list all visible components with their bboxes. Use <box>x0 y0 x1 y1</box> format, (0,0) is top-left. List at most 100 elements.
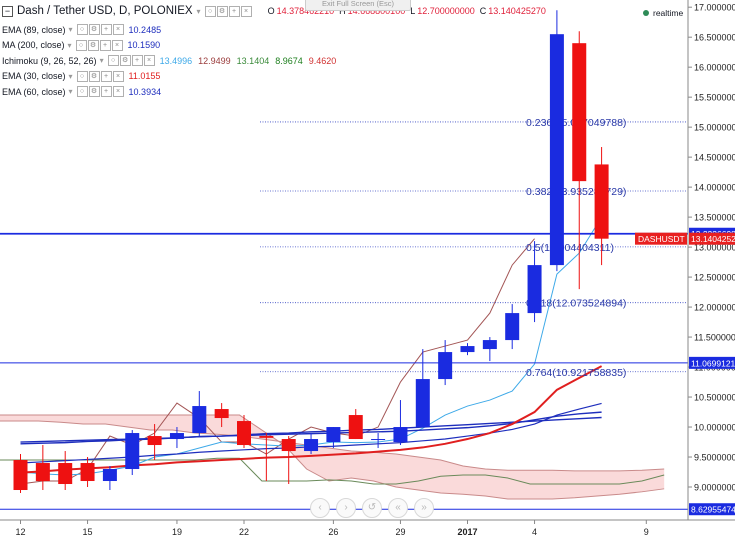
indicator-row[interactable]: EMA (89, close) ▾ ○ ⚙ + × 10.2485 <box>2 22 167 37</box>
candle-up <box>371 439 386 441</box>
indicator-name: MA (200, close) <box>2 40 65 50</box>
price-tick-label: 12.0000000 <box>694 303 735 313</box>
date-tick-label: 19 <box>172 527 182 537</box>
indicator-value: 9.4620 <box>308 55 337 66</box>
candle-up <box>482 340 497 350</box>
date-tick-label: 29 <box>395 527 405 537</box>
reset-icon[interactable]: ↺ <box>362 498 382 518</box>
realtime-dot-icon <box>643 10 649 16</box>
ma200-line <box>20 416 602 445</box>
eye-icon[interactable]: ○ <box>107 55 119 66</box>
indicator-row[interactable]: MA (200, close) ▾ ○ ⚙ + × 10.1590 <box>2 38 166 53</box>
price-tick-label: 9.0000000 <box>694 483 735 493</box>
chevron-down-icon[interactable]: ▾ <box>196 6 201 16</box>
indicator-name: EMA (89, close) <box>2 24 66 35</box>
ema30-line <box>20 365 603 474</box>
indicator-row[interactable]: EMA (30, close) ▾ ○ ⚙ + × 11.0155 <box>2 69 166 84</box>
plus-icon[interactable]: + <box>131 55 143 66</box>
candle-down <box>259 436 274 438</box>
gear-icon[interactable]: ⚙ <box>119 55 131 66</box>
plus-icon[interactable]: + <box>100 86 112 97</box>
candle-up <box>438 352 453 380</box>
indicator-value: 12.9499 <box>198 55 231 66</box>
ichimoku-span-a <box>0 420 665 472</box>
price-tick-label: 13.0000000 <box>694 243 735 253</box>
close-icon[interactable]: × <box>240 5 252 17</box>
candle-up <box>304 439 319 452</box>
date-tick-label: 15 <box>83 527 93 537</box>
exit-fullscreen-button[interactable]: Exit Full Screen (Esc) <box>305 0 411 11</box>
chevron-down-icon[interactable]: ▾ <box>67 40 72 50</box>
gear-icon[interactable]: ⚙ <box>216 5 228 17</box>
eye-icon[interactable]: ○ <box>204 5 216 17</box>
title-actions: ○ ⚙ + × <box>204 5 253 17</box>
indicator-row[interactable]: EMA (60, close) ▾ ○ ⚙ + × 10.3934 <box>2 84 167 99</box>
indicator-value: 10.1590 <box>127 40 161 50</box>
indicator-actions: ○ ⚙ + × <box>76 70 125 82</box>
candle-up <box>326 427 341 443</box>
indicator-value: 11.0155 <box>128 71 161 81</box>
zoom-left-icon[interactable]: « <box>388 498 408 518</box>
chart-title: Dash / Tether USD, D, POLONIEX <box>17 5 193 17</box>
chevron-left-icon[interactable]: ‹ <box>310 498 330 518</box>
candle-down <box>35 463 50 482</box>
date-tick-label: 12 <box>15 527 25 537</box>
zoom-right-icon[interactable]: » <box>414 498 434 518</box>
price-tick-label: 14.0000000 <box>694 183 735 193</box>
candle-down <box>281 439 296 452</box>
plus-icon[interactable]: + <box>100 24 112 35</box>
date-tick-label: 26 <box>328 527 338 537</box>
chevron-down-icon[interactable]: ▾ <box>99 56 104 65</box>
eye-icon[interactable]: ○ <box>76 70 88 82</box>
price-tick-label: 11.5000000 <box>694 333 735 343</box>
candle-up <box>125 433 140 470</box>
close-icon[interactable]: × <box>143 55 155 66</box>
eye-icon[interactable]: ○ <box>75 39 87 51</box>
symbol-label-text: DASHUSDT <box>638 234 685 244</box>
close-icon[interactable]: × <box>112 86 124 97</box>
eye-icon[interactable]: ○ <box>76 86 88 97</box>
chevron-down-icon[interactable]: ▾ <box>68 71 73 81</box>
symbol-label-box <box>635 232 687 245</box>
plus-icon[interactable]: + <box>99 39 111 51</box>
minus-square-icon[interactable]: − <box>2 5 13 17</box>
eye-icon[interactable]: ○ <box>76 24 88 35</box>
indicator-row[interactable]: Ichimoku (9, 26, 52, 26) ▾ ○ ⚙ + × 13.4996 12.9… <box>2 53 342 68</box>
ohlc-key: L <box>410 6 416 16</box>
chevron-down-icon[interactable]: ▾ <box>68 87 73 96</box>
price-tick-label: 14.5000000 <box>694 153 735 163</box>
price-tick-label: 13.5000000 <box>694 213 735 223</box>
gear-icon[interactable]: ⚙ <box>88 86 100 97</box>
plus-icon[interactable]: + <box>100 70 112 82</box>
candle-down <box>237 421 251 446</box>
realtime-label: realtime <box>653 8 684 18</box>
date-tick-label: 4 <box>532 527 537 537</box>
level-price-text: 8.62955474 <box>691 505 735 515</box>
indicator-name: Ichimoku (9, 26, 52, 26) <box>2 55 97 66</box>
ohlc-key: O <box>267 6 275 16</box>
candle-down <box>572 43 587 182</box>
chevron-right-icon[interactable]: › <box>336 498 356 518</box>
gear-icon[interactable]: ⚙ <box>88 24 100 35</box>
close-icon[interactable]: × <box>112 24 124 35</box>
candle-up <box>169 433 184 440</box>
price-tick-label: 9.5000000 <box>694 453 735 463</box>
candle-up <box>527 265 542 314</box>
price-tick-label: 16.0000000 <box>694 63 735 73</box>
ohlc-value: 14.668800100 <box>347 6 406 16</box>
price-tick-label: 16.5000000 <box>694 33 735 43</box>
indicator-value: 10.2485 <box>128 24 162 35</box>
gear-icon[interactable]: ⚙ <box>88 70 100 82</box>
candle-up <box>415 379 430 428</box>
chevron-down-icon[interactable]: ▾ <box>68 25 73 34</box>
ohlc-value: 14.378462210 <box>276 6 335 16</box>
fib-level-label: 0.5(13.004404311) <box>526 242 614 254</box>
candle-down <box>13 460 28 491</box>
close-icon[interactable]: × <box>111 39 123 51</box>
level-price-box <box>689 503 735 516</box>
gear-icon[interactable]: ⚙ <box>87 39 99 51</box>
plus-icon[interactable]: + <box>228 5 240 17</box>
navigation-bar: ‹ › ↺ « » <box>310 498 440 518</box>
close-icon[interactable]: × <box>112 70 124 82</box>
